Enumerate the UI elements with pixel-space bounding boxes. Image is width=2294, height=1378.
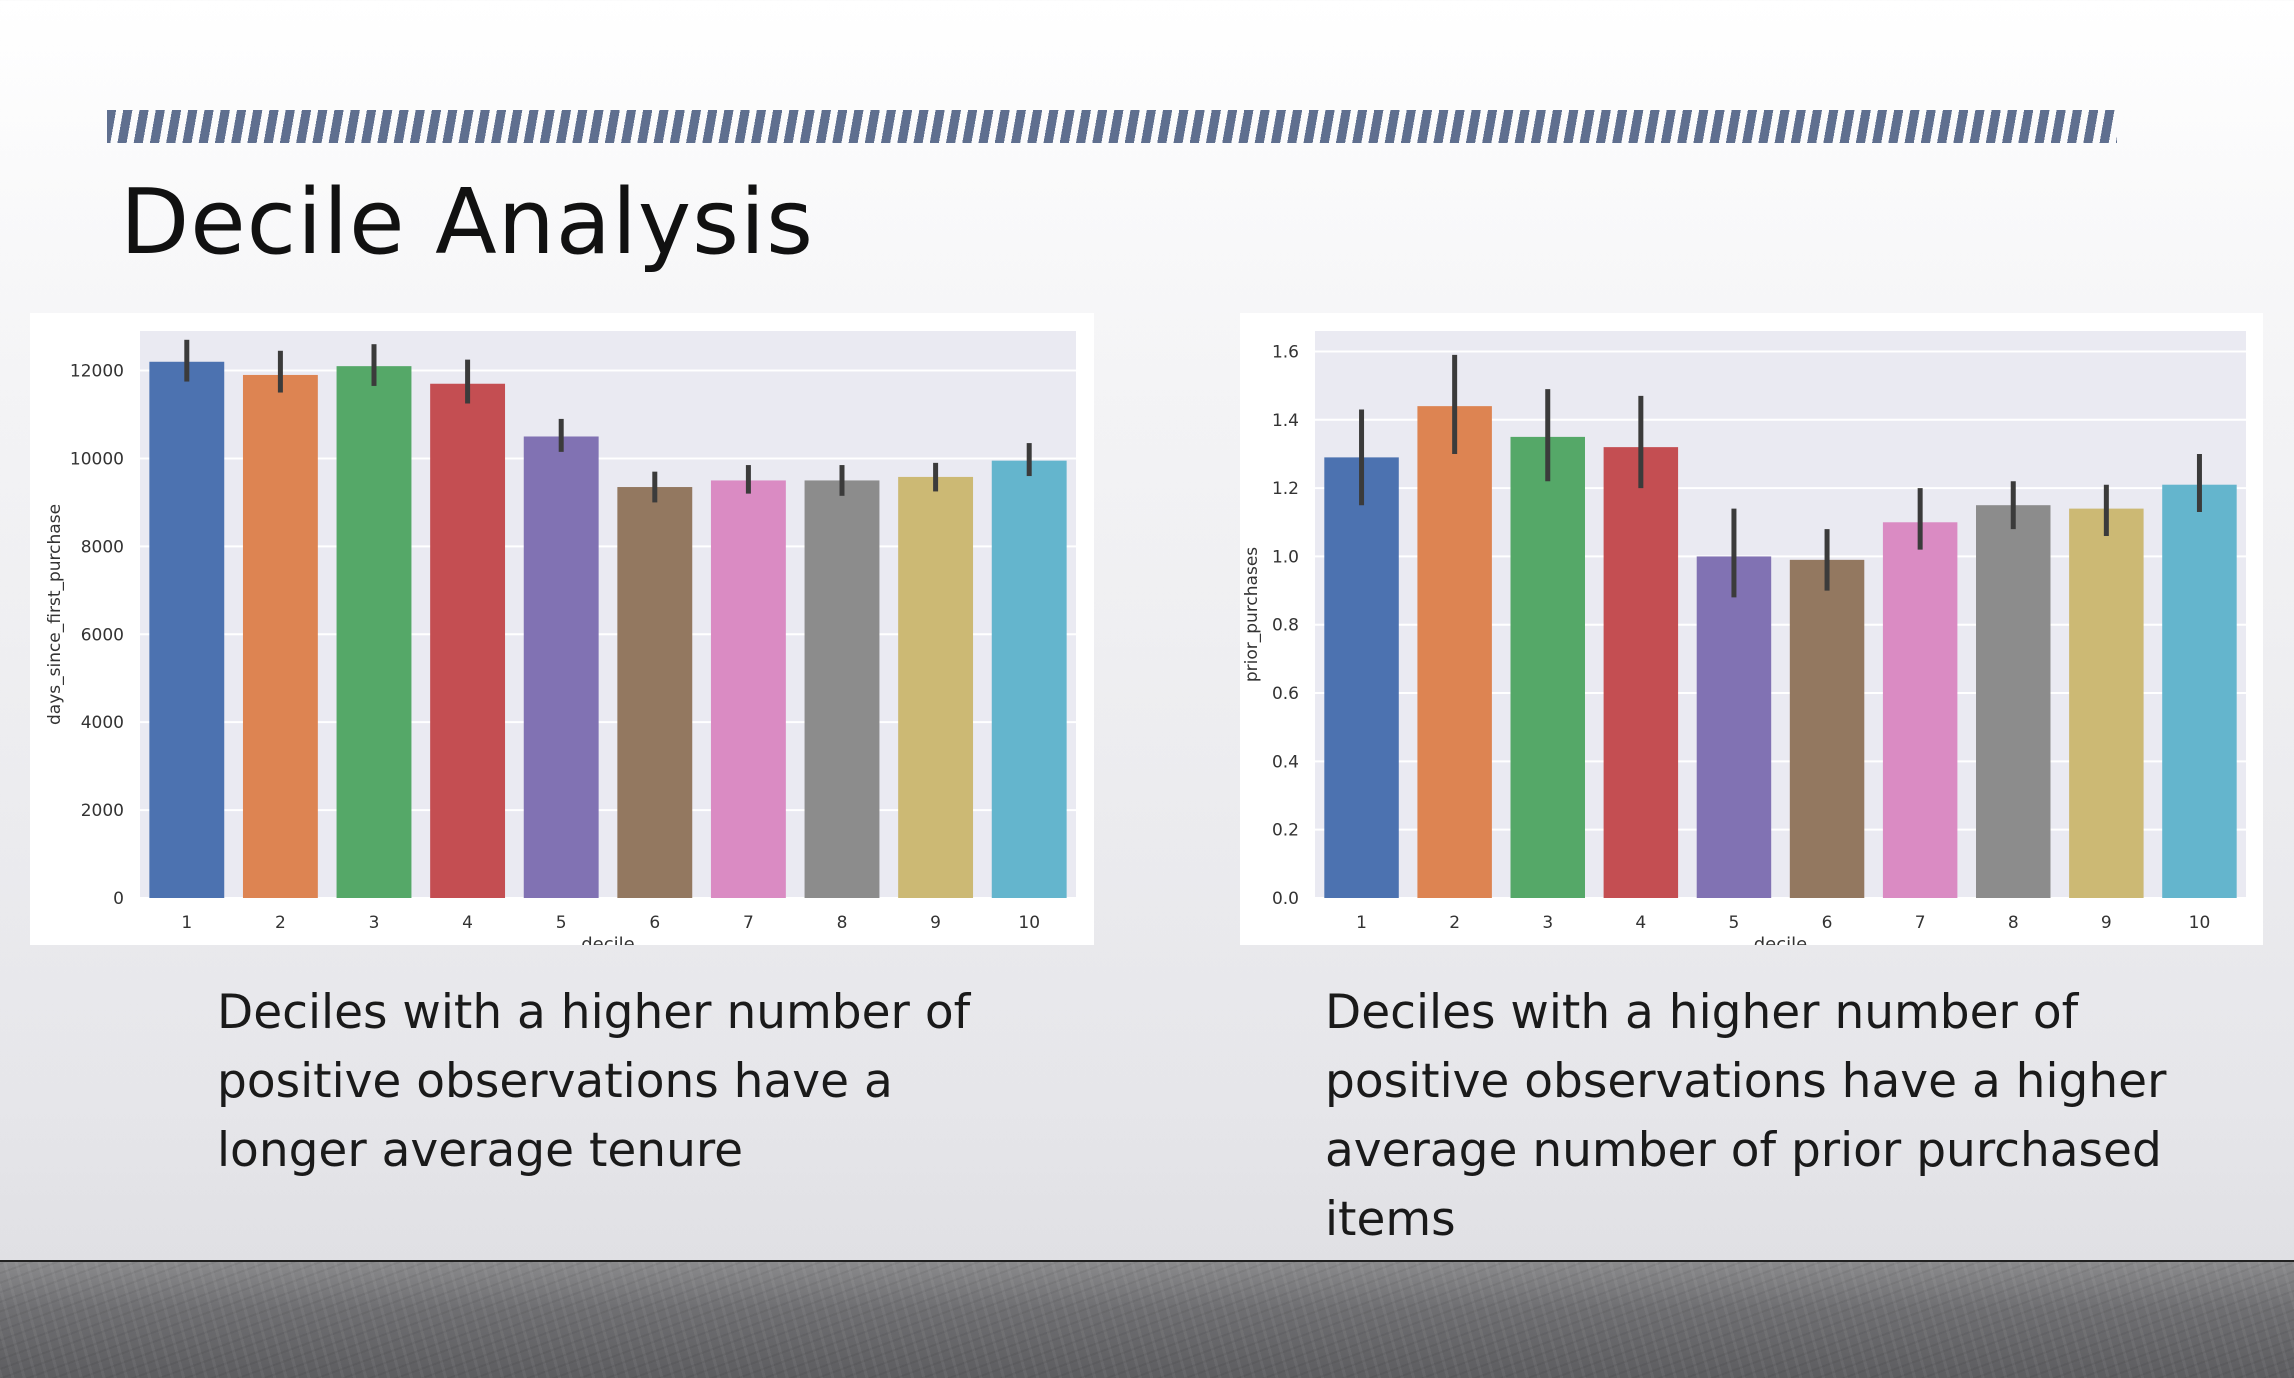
y-tick-label: 2000: [81, 801, 124, 821]
y-tick-label: 1.4: [1272, 411, 1299, 431]
bar: [1417, 406, 1492, 898]
y-tick-label: 0.2: [1272, 821, 1299, 841]
bar: [1510, 436, 1585, 898]
bar: [898, 476, 974, 898]
x-tick-label: 2: [275, 913, 286, 933]
x-axis-label: decile: [581, 934, 634, 945]
bar: [710, 480, 786, 898]
x-tick-label: 6: [649, 913, 660, 933]
x-tick-label: 1: [1356, 913, 1367, 933]
y-tick-label: 0.0: [1272, 889, 1299, 909]
x-tick-label: 10: [1018, 913, 1040, 933]
slide-title: Decile Analysis: [120, 170, 814, 275]
y-tick-label: 6000: [81, 625, 124, 645]
x-tick-label: 7: [1915, 913, 1926, 933]
decorative-stripe: [107, 110, 2117, 143]
bar: [991, 460, 1067, 898]
bar: [430, 383, 506, 898]
y-tick-label: 0.4: [1272, 752, 1299, 772]
x-tick-label: 3: [369, 913, 380, 933]
y-tick-label: 0: [113, 889, 124, 909]
bar: [2069, 508, 2144, 898]
x-tick-label: 9: [930, 913, 941, 933]
x-tick-label: 4: [462, 913, 473, 933]
bar: [523, 436, 599, 898]
y-tick-label: 12000: [70, 362, 124, 382]
caption-right: Deciles with a higher number of positive…: [1325, 985, 2167, 1247]
y-tick-label: 1.2: [1272, 479, 1299, 499]
x-tick-label: 1: [181, 913, 192, 933]
prior-purchases-bar-chart: 0.0 0.2 0.4 0.6 0.8 1.0 1.2 1.4 1.6 1 2 3 4 5 6 7 8 9 10 de…: [1242, 331, 2246, 945]
bar: [1603, 447, 1679, 898]
x-tick-label: 5: [556, 913, 567, 933]
x-axis-label: decile: [1754, 934, 1807, 945]
y-tick-label: 8000: [81, 537, 124, 557]
bar: [1789, 559, 1865, 898]
caption-left: Deciles with a higher number of positive…: [217, 985, 971, 1178]
chart-card-prior-purchases: 0.0 0.2 0.4 0.6 0.8 1.0 1.2 1.4 1.6 1 2 3 4 5 6 7 8 9 10 de…: [1240, 313, 2263, 945]
x-tick-label: 8: [837, 913, 848, 933]
bar: [804, 480, 880, 898]
bar: [1324, 457, 1399, 898]
bar: [617, 487, 693, 898]
y-tick-label: 0.8: [1272, 616, 1299, 636]
x-tick-label: 4: [1635, 913, 1646, 933]
x-tick-label: 9: [2101, 913, 2112, 933]
x-tick-label: 7: [743, 913, 754, 933]
x-tick-label: 3: [1542, 913, 1553, 933]
y-tick-label: 0.6: [1272, 684, 1299, 704]
y-tick-label: 1.6: [1272, 342, 1299, 362]
bar: [1976, 505, 2051, 898]
x-tick-label: 2: [1449, 913, 1460, 933]
y-axis-label: prior_purchases: [1242, 547, 1262, 682]
chart-card-tenure: 0 2000 4000 6000 8000 10000 12000 1 2 3 4 5 6 7 8 9 10 de…: [30, 313, 1094, 945]
tenure-bar-chart: 0 2000 4000 6000 8000 10000 12000 1 2 3 4 5 6 7 8 9 10 de…: [45, 331, 1076, 945]
bar: [2162, 484, 2237, 898]
x-tick-label: 5: [1729, 913, 1740, 933]
y-tick-label: 4000: [81, 713, 124, 733]
y-tick-label: 10000: [70, 449, 124, 469]
bar: [1882, 522, 1958, 898]
y-axis-label: days_since_first_purchase: [45, 504, 65, 725]
y-tick-label: 1.0: [1272, 547, 1299, 567]
x-tick-label: 10: [2189, 913, 2211, 933]
bar: [1696, 556, 1772, 898]
floor-background: [0, 1260, 2294, 1378]
bar: [336, 366, 412, 898]
bar: [242, 374, 318, 898]
bar: [149, 361, 225, 898]
x-tick-label: 8: [2008, 913, 2019, 933]
x-tick-label: 6: [1822, 913, 1833, 933]
